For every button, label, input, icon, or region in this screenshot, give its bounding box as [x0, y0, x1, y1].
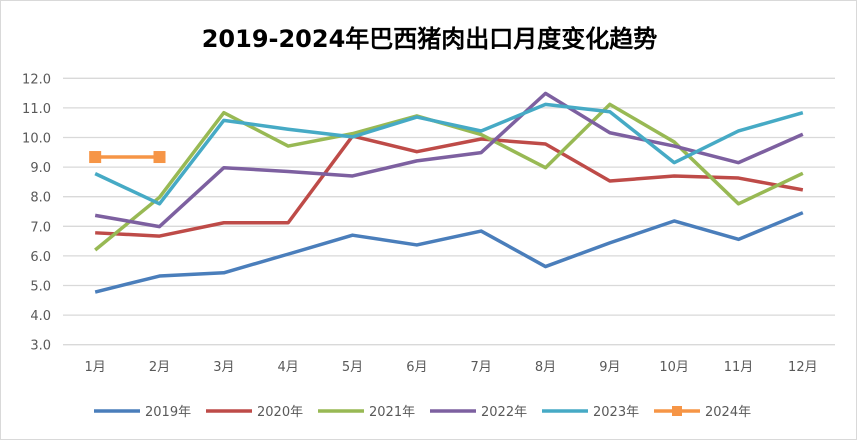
y-tick-label: 11.0	[22, 102, 51, 117]
legend-label: 2024年	[705, 405, 751, 420]
legend-label: 2023年	[593, 405, 639, 420]
x-tick-label: 9月	[599, 360, 620, 375]
y-tick-label: 4.0	[30, 309, 51, 324]
series-line-2020年	[95, 134, 804, 238]
data-point-marker	[89, 151, 102, 164]
x-tick-label: 4月	[278, 360, 299, 375]
y-tick-label: 9.0	[30, 161, 51, 176]
series-line-2019年	[94, 211, 804, 294]
x-tick-label: 2月	[149, 360, 170, 375]
y-tick-label: 3.0	[30, 339, 51, 354]
legend-label: 2019年	[145, 405, 191, 420]
legend-label: 2022年	[481, 405, 527, 420]
series-line-2022年	[94, 91, 804, 229]
x-tick-label: 6月	[406, 360, 427, 375]
series-line-2023年	[94, 102, 804, 206]
y-tick-label: 7.0	[30, 220, 51, 235]
x-tick-label: 5月	[342, 360, 363, 375]
x-tick-label: 7月	[471, 360, 492, 375]
legend-label: 2020年	[257, 405, 303, 420]
legend-label: 2021年	[369, 405, 415, 420]
data-point-marker	[153, 151, 166, 164]
y-tick-label: 12.0	[22, 72, 51, 87]
y-tick-label: 5.0	[30, 280, 51, 295]
y-tick-label: 8.0	[30, 191, 51, 206]
x-tick-label: 8月	[535, 360, 556, 375]
x-tick-label: 1月	[85, 360, 106, 375]
chart-title: 2019-2024年巴西猪肉出口月度变化趋势	[201, 25, 658, 53]
x-tick-label: 10月	[659, 360, 689, 375]
y-tick-label: 6.0	[30, 250, 51, 265]
y-tick-label: 10.0	[22, 132, 51, 147]
x-tick-label: 3月	[213, 360, 234, 375]
x-tick-label: 12月	[788, 360, 818, 375]
x-tick-label: 11月	[724, 360, 754, 375]
legend-marker	[672, 406, 682, 416]
